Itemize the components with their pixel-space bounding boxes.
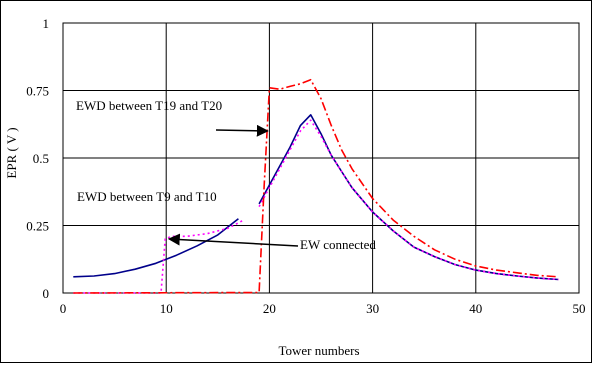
annotation-label: EW connected — [300, 237, 376, 252]
y-tick-label: 1 — [43, 16, 50, 31]
annotations: EWD between T19 and T20 EWD between T9 an… — [76, 98, 376, 252]
x-tick-label: 50 — [573, 301, 586, 316]
series-line — [73, 78, 559, 294]
axes: 0 10 20 30 40 50 0 0.25 0.5 0.75 1 — [26, 16, 585, 316]
annotation-arrow — [167, 233, 299, 247]
series-3 — [73, 78, 559, 294]
x-axis-label: Tower numbers — [278, 343, 359, 358]
annotation-arrow — [215, 124, 269, 137]
series-line — [258, 119, 559, 281]
annotation-label: EWD between T19 and T20 — [76, 98, 222, 113]
y-tick-label: 0.25 — [26, 219, 49, 234]
y-tick-label: 0.5 — [33, 151, 49, 166]
plot-area — [62, 22, 580, 294]
x-tick-label: 20 — [263, 301, 276, 316]
y-tick-label: 0 — [43, 286, 50, 301]
series-line — [73, 219, 244, 294]
series-line — [73, 218, 239, 278]
x-tick-label: 10 — [160, 301, 173, 316]
annotation-label: EWD between T9 and T10 — [77, 189, 217, 204]
x-tick-label: 0 — [60, 301, 67, 316]
y-tick-label: 0.75 — [26, 84, 49, 99]
grid — [63, 23, 579, 293]
series-2 — [73, 119, 559, 294]
series-line — [258, 114, 559, 281]
x-tick-label: 40 — [469, 301, 482, 316]
y-axis-label: EPR ( V ) — [4, 127, 19, 178]
x-tick-label: 30 — [366, 301, 379, 316]
